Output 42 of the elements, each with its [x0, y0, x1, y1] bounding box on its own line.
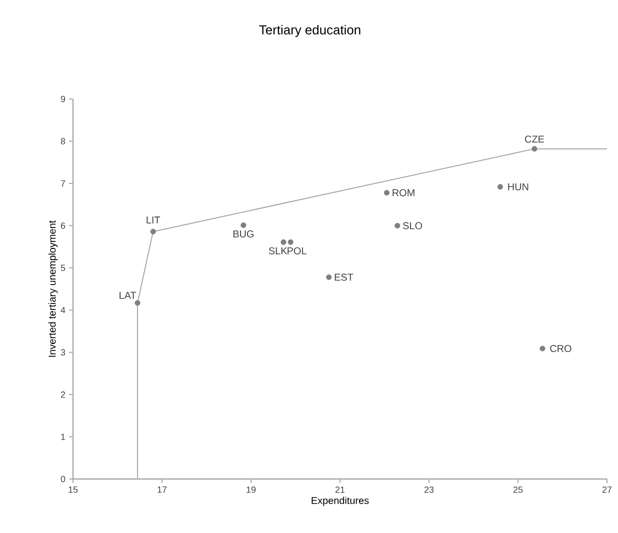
point — [288, 239, 294, 245]
point — [497, 184, 503, 190]
annotation: CZE — [525, 136, 544, 143]
annotation: EST — [334, 274, 354, 281]
point — [240, 222, 246, 228]
annotation: CRO — [550, 345, 572, 352]
point — [134, 300, 140, 306]
annotation: LAT — [120, 292, 136, 299]
chart-title: Tertiary education — [259, 24, 360, 38]
point — [384, 190, 390, 196]
y-tick-label: 7 — [60, 180, 66, 187]
y-tick-label: 9 — [60, 96, 66, 102]
y-tick-label: 1 — [61, 434, 66, 440]
point — [150, 228, 156, 234]
x-tick-label: 17 — [158, 486, 167, 493]
y-tick-label: 2 — [60, 391, 66, 398]
annotation: SLO — [403, 222, 422, 230]
annotation: POL — [288, 247, 306, 254]
x-tick-label: 23 — [424, 486, 434, 493]
point — [280, 239, 286, 245]
point — [326, 274, 332, 280]
x-tick-label: 27 — [602, 486, 612, 493]
y-tick-label: 0 — [60, 476, 66, 482]
point — [540, 346, 546, 352]
point — [394, 222, 400, 228]
annotation: SLK — [268, 247, 288, 254]
y-tick-label: 4 — [60, 307, 66, 314]
y-tick-label: 3 — [60, 349, 66, 356]
annotation: ROM — [392, 189, 414, 196]
x-axis-title: Expenditures — [312, 496, 369, 506]
y-tick-label: 5 — [60, 264, 66, 272]
y-axis-title: Inverted tertiary unemployment — [48, 220, 58, 357]
x-tick-label: 21 — [335, 486, 345, 493]
y-tick-label: 8 — [60, 138, 66, 144]
point — [532, 146, 538, 152]
annotation: BUG — [233, 230, 254, 238]
x-tick-label: 15 — [68, 486, 78, 493]
x-tick-label: 25 — [513, 486, 523, 493]
x-tick-label: 19 — [246, 486, 256, 493]
annotation: HUN — [508, 183, 528, 190]
annotation: LIT — [146, 216, 160, 224]
y-tick-label: 6 — [60, 222, 66, 229]
